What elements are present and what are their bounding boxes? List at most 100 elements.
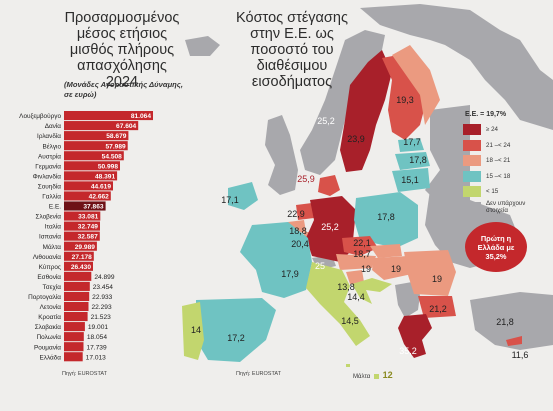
legend-swatch-icon <box>463 124 481 136</box>
country-value-label: 17,1 <box>221 195 239 205</box>
country-croatia <box>352 278 392 304</box>
bar <box>64 211 101 221</box>
bar-value-label: 19.001 <box>88 324 109 331</box>
country-ireland <box>228 182 258 210</box>
bar <box>64 171 118 181</box>
bar-category-label: Δανία <box>45 122 62 130</box>
bar-value-label: 67.604 <box>116 123 137 130</box>
bar <box>64 241 97 251</box>
bar <box>64 221 100 231</box>
country-cyprus <box>506 336 522 346</box>
country-latvia <box>395 152 430 170</box>
country-sweden <box>340 50 392 172</box>
bar-category-label: Κύπρος <box>39 263 61 271</box>
bar-value-label: 22.293 <box>91 304 112 311</box>
non-eu-land-uk <box>265 115 298 195</box>
bar <box>64 231 100 241</box>
country-value-label: 23,9 <box>347 134 365 144</box>
country-malta <box>346 364 350 367</box>
country-slovakia <box>370 244 402 258</box>
bar <box>64 141 128 151</box>
bar <box>64 111 153 121</box>
bar <box>64 261 93 271</box>
bar <box>64 322 85 332</box>
map-title: Κόστος στέγασης στην Ε.Ε. ως ποσοστό του… <box>236 10 348 90</box>
country-value-label: 25,9 <box>297 174 315 184</box>
bar-value-label: 48.391 <box>95 173 116 180</box>
legend-label: < 15 <box>486 188 499 196</box>
bar-category-label: Γαλλία <box>42 193 61 201</box>
bar-category-label: Αυστρία <box>38 152 61 160</box>
country-czechia <box>342 236 378 256</box>
bar-value-label: 26.430 <box>71 264 92 271</box>
europe-map: 25,2 23,9 19,3 17,7 17,8 15,1 25,9 17,1 22,9 18,8… <box>182 4 553 367</box>
map-legend: Ε.Ε. = 19,7% ≥ 24 21 –< 24 18 –< 21 15 –< 1… <box>463 111 547 215</box>
bar-value-label: 22.933 <box>92 294 113 301</box>
bar <box>64 191 111 201</box>
country-value-label: 17,9 <box>281 269 299 279</box>
country-estonia <box>398 138 424 152</box>
left-chart-source: Πηγή: EUROSTAT <box>62 371 108 377</box>
country-value-label: 14 <box>191 325 201 335</box>
country-value-label: 17,2 <box>227 333 245 343</box>
legend-label: 15 –< 18 <box>486 172 511 180</box>
country-value-label: 15,1 <box>401 175 419 185</box>
bar-category-label: Ε.Ε. <box>49 204 61 211</box>
country-italy <box>306 262 370 346</box>
bar-value-label: 54.508 <box>102 153 123 160</box>
malta-label: Μάλτα <box>353 374 371 380</box>
bar-category-label: Φινλανδία <box>33 172 62 180</box>
country-austria <box>336 254 376 270</box>
bar-category-label: Ιρλανδία <box>37 132 61 140</box>
legend-title: Ε.Ε. = 19,7% <box>465 111 507 118</box>
bar-category-label: Σλοβενία <box>36 213 62 221</box>
legend-swatch-icon <box>463 139 481 151</box>
bar <box>64 121 139 131</box>
country-value-label: 20,4 <box>291 239 309 249</box>
bar-category-label: Σουηδία <box>38 182 62 190</box>
bar-category-label: Πορτογαλία <box>28 293 61 301</box>
legend-row: < 15 <box>463 184 547 200</box>
country-value-label: 21,8 <box>496 317 514 327</box>
bar-value-label: 58.679 <box>106 133 127 140</box>
bar-value-label: 23.454 <box>93 284 114 291</box>
malta-note: Μάλτα 12 <box>353 370 393 380</box>
country-value-label: 13,8 <box>337 282 355 292</box>
country-lithuania <box>392 168 430 192</box>
legend-label: Δεν υπάρχουν στοιχεία <box>486 200 526 215</box>
bar-category-label: Σλοβακία <box>35 323 62 331</box>
legend-swatch-icon <box>463 201 481 213</box>
bar-category-label: Ελλάδα <box>39 353 61 361</box>
bar-value-label: 57.989 <box>105 143 126 150</box>
country-value-label: 25,2 <box>317 116 335 126</box>
bar-value-label: 18.054 <box>87 334 108 341</box>
bar <box>64 201 106 211</box>
bar <box>64 181 113 191</box>
non-eu-land-east <box>425 105 470 215</box>
country-bulgaria <box>418 296 456 318</box>
legend-label: 21 –< 24 <box>486 141 511 149</box>
country-value-label: 22,1 <box>353 238 371 248</box>
bar-category-label: Ισπανία <box>39 233 61 241</box>
non-eu-land-north <box>360 4 553 130</box>
bar <box>64 312 88 322</box>
legend-swatch-icon <box>463 186 481 198</box>
legend-swatch-icon <box>463 170 481 182</box>
bar <box>64 151 124 161</box>
legend-row: 21 –< 24 <box>463 138 547 154</box>
bar <box>64 281 90 291</box>
legend-row: ≥ 24 <box>463 122 547 138</box>
country-spain <box>196 298 276 362</box>
bar <box>64 291 90 301</box>
non-eu-land-norway <box>300 30 385 175</box>
country-value-label: 19 <box>361 264 371 274</box>
bar-value-label: 42.662 <box>89 194 110 201</box>
bar-value-label: 17.739 <box>86 344 107 351</box>
country-value-label: 25 <box>315 261 325 271</box>
malta-swatch-icon <box>373 373 379 379</box>
bar <box>64 301 89 312</box>
bar <box>64 161 120 171</box>
country-poland <box>354 192 418 248</box>
bar-value-label: 21.523 <box>91 314 112 321</box>
bar-value-label: 32.587 <box>78 234 99 241</box>
